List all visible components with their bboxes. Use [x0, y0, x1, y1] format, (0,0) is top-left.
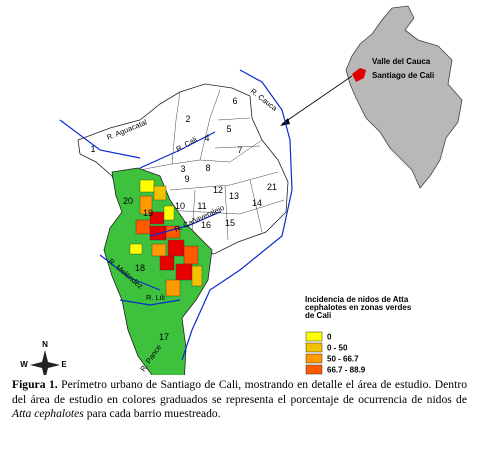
- zone-number: 7: [237, 145, 242, 155]
- map-shape: [165, 279, 181, 297]
- map-shape: [159, 255, 175, 271]
- map-shape: [214, 145, 261, 149]
- zone-number: 14: [252, 198, 262, 208]
- caption-label: Figura 1.: [12, 378, 58, 391]
- zone-number: 3: [180, 164, 185, 174]
- legend-swatch: [305, 342, 323, 353]
- caption-text: Perímetro urbano de Santiago de Cali, mo…: [12, 378, 467, 406]
- zone-number: 9: [184, 174, 189, 184]
- legend-swatch: [305, 331, 323, 342]
- compass-rose: [30, 350, 60, 375]
- zone-number: 19: [143, 208, 153, 218]
- legend-label: 50 - 66.7: [327, 355, 359, 364]
- map-shape: [191, 265, 203, 287]
- pointer: [281, 75, 353, 125]
- map-shape: [181, 69, 293, 361]
- map-shape: [139, 195, 153, 215]
- map-shape: [99, 254, 161, 291]
- study-area: [103, 167, 213, 375]
- map-shape: [175, 263, 193, 281]
- map-shape: [59, 119, 141, 159]
- inset-label: Valle del Cauca: [372, 57, 431, 66]
- colored-areas: [129, 179, 203, 297]
- zone-number: 4: [204, 133, 209, 143]
- zone-number: 8: [205, 163, 210, 173]
- legend-title: cephalotes en zonas verdes: [305, 303, 412, 312]
- map-shape: [135, 219, 151, 235]
- zone-number: 20: [123, 196, 133, 206]
- legend-swatch: [305, 364, 323, 375]
- caption: Figura 1. Perímetro urbano de Santiago d…: [12, 378, 467, 422]
- zone-number: 11: [197, 201, 206, 211]
- map-shape: [149, 211, 221, 237]
- legend-title: Incidencia de nidos de Atta: [305, 295, 409, 304]
- legend-label: 66.7 - 88.9: [327, 366, 366, 375]
- map-shape: [111, 139, 263, 177]
- zone-number: 18: [135, 263, 145, 273]
- map-shape: [151, 243, 167, 257]
- map-shape: [169, 171, 279, 191]
- country: [345, 5, 463, 189]
- zone-number: 16: [201, 220, 211, 230]
- map-shape: [183, 245, 199, 265]
- inset-labels: Valle del Cauca Santiago de Cali: [372, 57, 434, 80]
- compass-letter: N: [42, 340, 48, 349]
- map-shape: [167, 239, 185, 257]
- map-shape: [149, 225, 167, 241]
- rivers: [59, 69, 293, 361]
- map-shape: [171, 91, 181, 165]
- zone-number: 2: [185, 114, 190, 124]
- zone-number: 17: [159, 332, 169, 342]
- map-shape: [139, 179, 155, 193]
- compass: NESW: [20, 340, 67, 375]
- zone-number: 21: [267, 182, 277, 192]
- zone-number: 10: [175, 201, 185, 211]
- legend-title: de Cali: [305, 311, 331, 320]
- compass-letter: E: [61, 360, 67, 369]
- compass-letter: W: [20, 360, 28, 369]
- caption-species: Atta cephalotes: [12, 407, 84, 420]
- map-shape: [249, 179, 263, 233]
- map-shape: [191, 189, 196, 237]
- map-shape: [129, 243, 143, 255]
- river-label: R. Lili: [146, 293, 165, 302]
- map-shape: [217, 117, 251, 121]
- zone-number: 15: [225, 218, 235, 228]
- map-shape: [139, 131, 216, 169]
- zone-number: 6: [232, 96, 237, 106]
- map-shape: [163, 205, 175, 221]
- zone-lines: [111, 89, 285, 241]
- caption-text: para cada barrio muestreado.: [83, 407, 221, 420]
- map-shape: [224, 185, 229, 241]
- legend-label: 0: [327, 333, 332, 342]
- legend-swatch: [305, 353, 323, 364]
- legend-label: 0 - 50: [327, 344, 348, 353]
- zone-number: 1: [90, 144, 95, 154]
- zone-number: 12: [213, 185, 223, 195]
- zone-number: 5: [226, 124, 231, 134]
- map-shape: [153, 185, 167, 201]
- inset-label: Santiago de Cali: [372, 71, 434, 80]
- zone-number: 13: [229, 191, 239, 201]
- region: [352, 68, 366, 82]
- map-shape: [199, 89, 221, 161]
- map-shape: [119, 299, 181, 306]
- map-shape: [164, 199, 285, 215]
